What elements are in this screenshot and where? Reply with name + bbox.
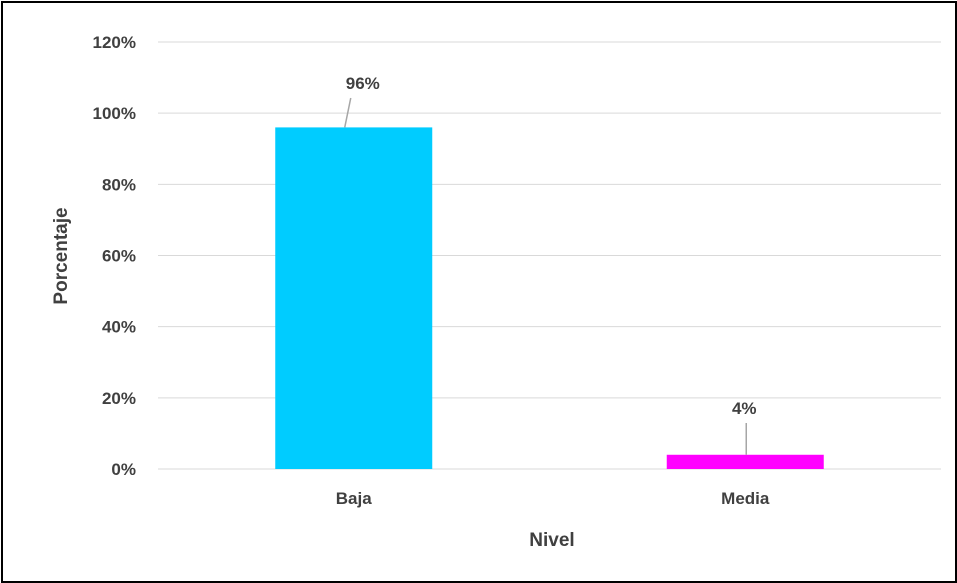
y-axis-title: Porcentaje: [51, 207, 72, 304]
data-label: 96%: [346, 74, 380, 93]
data-label-leaders: [344, 97, 747, 455]
y-tick-label: 20%: [102, 389, 136, 408]
x-tick-label: Baja: [336, 489, 372, 508]
bars: [275, 127, 824, 470]
y-tick-label: 120%: [93, 33, 136, 52]
x-tick-label: Media: [721, 489, 770, 508]
y-tick-label: 100%: [93, 104, 136, 123]
bar-media: [666, 454, 824, 469]
y-axis-ticks: 0% 20% 40% 60% 80% 100% 120%: [93, 33, 136, 479]
data-label-leader: [344, 97, 352, 128]
y-tick-label: 60%: [102, 247, 136, 266]
data-label: 4%: [732, 399, 757, 418]
y-tick-label: 80%: [102, 175, 136, 194]
x-axis-title: Nivel: [529, 530, 574, 551]
x-axis-categories: Baja Media: [336, 489, 770, 508]
bar-baja: [275, 127, 433, 470]
data-labels: 96% 4%: [346, 74, 757, 418]
y-tick-label: 0%: [111, 460, 136, 479]
y-tick-label: 40%: [102, 318, 136, 337]
